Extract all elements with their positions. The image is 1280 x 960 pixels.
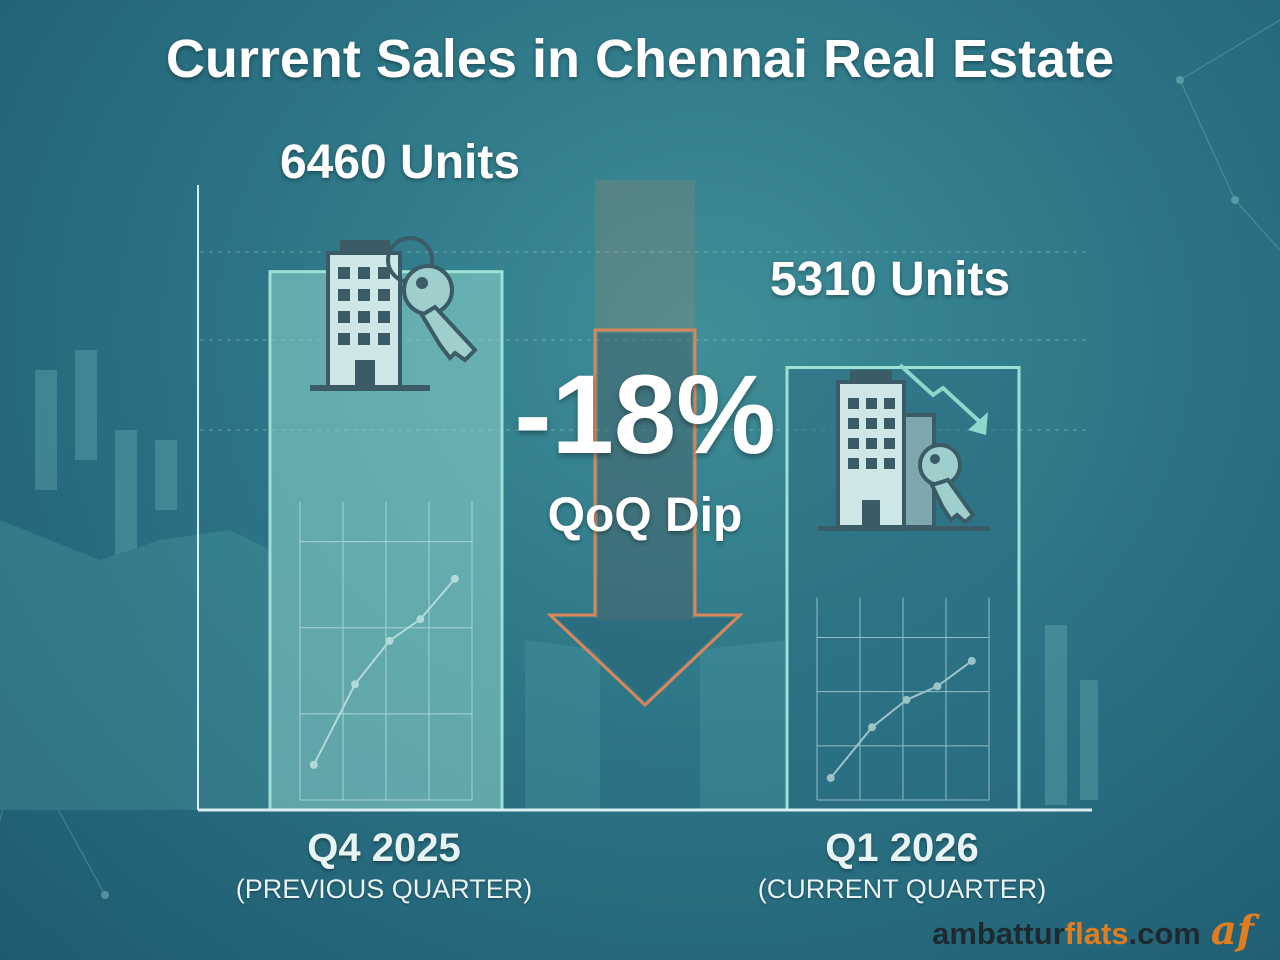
- brand-part-2: flats: [1064, 916, 1129, 951]
- tick-label-q1-2026: Q1 2026: [825, 826, 979, 870]
- background-decoration: [0, 19, 1280, 899]
- data-label-q4-2025: 6460 Units: [279, 136, 521, 189]
- data-label-q1-2026: 5310 Units: [769, 253, 1011, 306]
- building-key-down-trend-icon: [818, 363, 990, 531]
- tick-label-q4-2025: Q4 2025: [307, 826, 461, 870]
- brand-part-1: ambattur: [932, 916, 1065, 951]
- change-percentage: -18%: [514, 352, 776, 477]
- brand-logo: af: [1210, 907, 1254, 954]
- building-key-icon: [310, 236, 478, 391]
- bar-inner-trend-2: [816, 597, 990, 801]
- tick-sublabel-q1-2026: (CURRENT QUARTER): [757, 874, 1047, 904]
- chart-title: Current Sales in Chennai Real Estate: [165, 29, 1115, 89]
- bar-inner-trend-1: [299, 501, 473, 801]
- change-label: QoQ Dip: [547, 489, 743, 542]
- brand-watermark: ambatturflats.com af: [932, 907, 1254, 954]
- brand-part-3: .com: [1128, 916, 1201, 951]
- down-arrow-icon: [546, 180, 744, 708]
- tick-sublabel-q4-2025: (PREVIOUS QUARTER): [235, 874, 533, 904]
